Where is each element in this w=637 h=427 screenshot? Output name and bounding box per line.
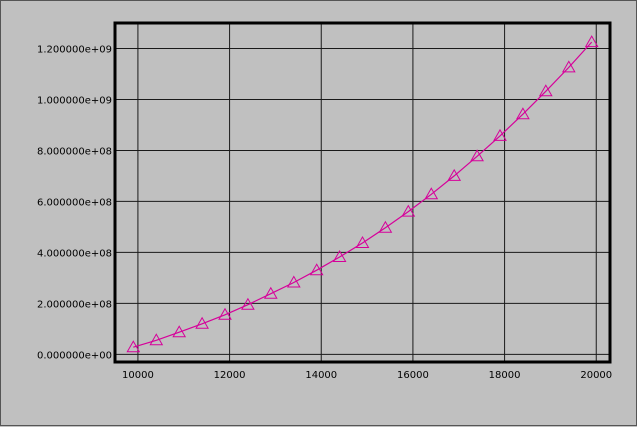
data-point-marker — [538, 84, 553, 97]
y-tick-label: 8.000000e+08 — [37, 146, 112, 157]
data-point-marker — [470, 149, 484, 162]
data-point-marker — [516, 107, 530, 120]
y-tick-label: 6.000000e+08 — [37, 197, 112, 208]
series-line — [133, 41, 593, 348]
data-point-marker — [286, 275, 301, 288]
x-tick-label: 14000 — [305, 370, 337, 381]
data-point-marker — [149, 333, 164, 346]
x-tick-label: 10000 — [122, 370, 154, 381]
data-point-marker — [355, 235, 370, 248]
data-point-marker — [195, 316, 209, 329]
x-tick-label: 16000 — [397, 370, 429, 381]
data-point-marker — [401, 204, 416, 217]
data-point-marker — [447, 168, 462, 181]
y-tick-label: 2.000000e+08 — [37, 299, 112, 310]
plot-area — [115, 23, 610, 362]
data-point-marker — [493, 128, 507, 141]
data-point-marker — [126, 340, 141, 353]
x-tick-label: 18000 — [489, 370, 521, 381]
data-point-marker — [241, 297, 255, 310]
y-tick-label: 0.000000e+00 — [37, 350, 112, 361]
x-tick-label: 12000 — [214, 370, 246, 381]
x-tick-label: 20000 — [580, 370, 612, 381]
y-tick-label: 1.000000e+09 — [37, 95, 112, 106]
data-point-marker — [332, 249, 347, 262]
y-tick-label: 4.000000e+08 — [37, 248, 112, 259]
data-point-marker — [309, 263, 324, 276]
data-point-marker — [584, 35, 599, 48]
y-tick-label: 1.200000e+09 — [37, 44, 112, 55]
data-point-marker — [561, 60, 576, 73]
data-point-marker — [172, 325, 187, 338]
data-point-marker — [424, 187, 439, 200]
plot-frame — [113, 21, 612, 364]
data-point-marker — [218, 307, 232, 320]
data-point-marker — [263, 286, 278, 299]
data-point-marker — [378, 220, 393, 233]
